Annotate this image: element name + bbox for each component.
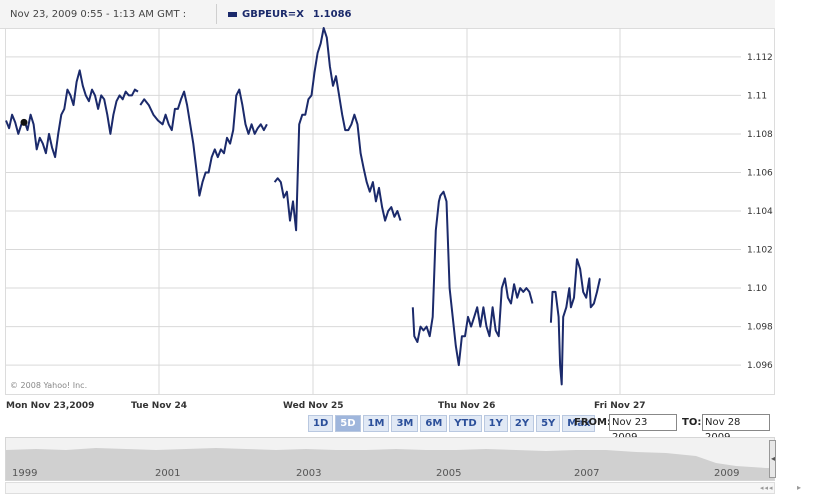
to-label: TO: (682, 417, 702, 428)
y-tick-label: 1.106 (747, 168, 773, 178)
x-tick-label: Wed Nov 25 (283, 401, 344, 411)
overview-scrollbar[interactable] (5, 482, 775, 494)
overview-sparkline (6, 448, 774, 480)
x-tick-label: Mon Nov 23,2009 (6, 401, 94, 411)
y-tick-label: 1.10 (747, 284, 767, 294)
overview-year-label: 2005 (436, 468, 462, 479)
current-point-marker (20, 118, 28, 126)
plot-area (5, 28, 775, 395)
range-button-5d[interactable]: 5D (335, 415, 361, 432)
range-button-ytd[interactable]: YTD (449, 415, 482, 432)
overview-drag-handle[interactable] (769, 440, 776, 478)
overview-year-label: 2009 (714, 468, 740, 479)
chart-header (0, 0, 775, 29)
range-button-3m[interactable]: 3M (391, 415, 419, 432)
range-button-5y[interactable]: 5Y (536, 415, 561, 432)
series-line (411, 190, 534, 367)
legend-swatch-icon (228, 12, 237, 17)
y-tick-label: 1.11 (747, 91, 767, 101)
overview-year-label: 1999 (12, 468, 38, 479)
y-tick-label: 1.098 (747, 323, 773, 333)
y-tick-label: 1.102 (747, 246, 773, 256)
from-date-input[interactable]: Nov 23 2009 (609, 414, 677, 443)
overview-year-label: 2003 (296, 468, 322, 479)
y-tick-label: 1.112 (747, 53, 773, 63)
range-button-6m[interactable]: 6M (420, 415, 448, 432)
copyright-text: © 2008 Yahoo! Inc. (10, 381, 88, 390)
series-line (549, 258, 601, 386)
overview-year-label: 2001 (155, 468, 181, 479)
range-buttons: 1D 5D 1M 3M 6M YTD 1Y 2Y 5Y Max (308, 415, 596, 432)
x-tick-label: Fri Nov 27 (594, 401, 645, 411)
series-line (5, 69, 139, 159)
range-button-1d[interactable]: 1D (308, 415, 334, 432)
x-tick-label: Thu Nov 26 (438, 401, 495, 411)
scroll-grip-icon[interactable]: ◂◂◂ (760, 484, 774, 492)
to-date-input[interactable]: Nov 28 2009 (702, 414, 770, 443)
range-button-max[interactable]: Max (562, 415, 596, 432)
legend-value: 1.1086 (312, 9, 352, 20)
range-button-1y[interactable]: 1Y (483, 415, 508, 432)
overview-year-label: 2007 (574, 468, 600, 479)
date-range-label: Nov 23, 2009 0:55 - 1:13 AM GMT : (10, 9, 187, 20)
x-tick-label: Tue Nov 24 (131, 401, 187, 411)
series-line (139, 88, 268, 197)
from-label: FROM: (574, 417, 611, 428)
y-tick-label: 1.096 (747, 361, 773, 371)
legend: GBPEUR=X 1.1086 (228, 9, 352, 20)
header-divider (216, 4, 217, 24)
y-tick-label: 1.104 (747, 207, 773, 217)
grip-icon: ◂ (771, 454, 776, 463)
range-button-1m[interactable]: 1M (362, 415, 390, 432)
legend-symbol: GBPEUR=X (242, 9, 304, 20)
overview-navigator[interactable] (5, 437, 775, 481)
scroll-end-icon[interactable]: ▸ (797, 483, 802, 492)
range-button-2y[interactable]: 2Y (509, 415, 535, 432)
series-line (273, 27, 402, 232)
overview-area (6, 448, 774, 480)
y-tick-label: 1.108 (747, 130, 773, 140)
